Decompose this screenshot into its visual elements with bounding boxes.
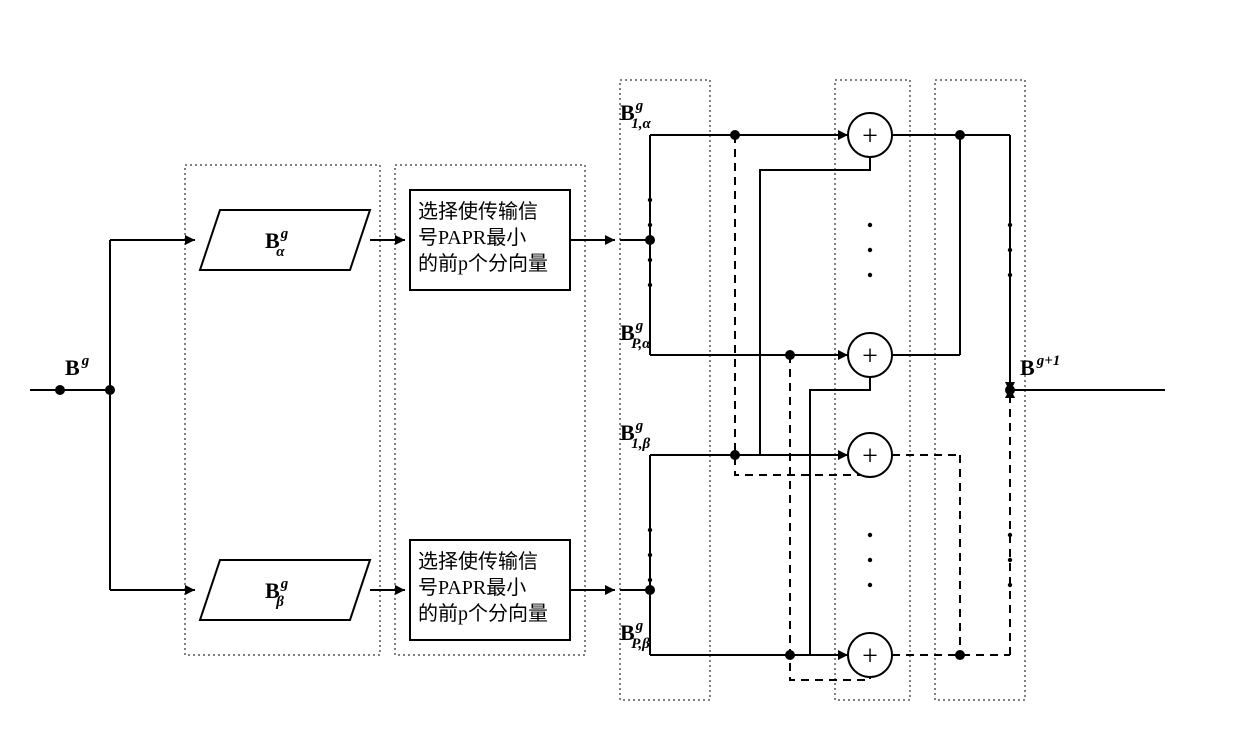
parallelogram-alpha-label: Bgα: [265, 226, 289, 260]
column4-group-box: [620, 80, 710, 700]
svg-text:+: +: [862, 641, 878, 672]
select-beta-line1: 选择使传输信: [418, 550, 538, 573]
label-b1beta: Bg1,β: [620, 418, 650, 452]
input-label: Bg: [65, 353, 90, 380]
select-beta-line3: 的前p个分向量: [418, 602, 548, 625]
adder-4: +: [848, 633, 892, 677]
svg-text:+: +: [862, 121, 878, 152]
label-bpbeta: BgP,β: [620, 618, 650, 652]
parallelogram-beta-label: Bgβ: [265, 576, 289, 610]
adder-3: +: [848, 433, 892, 477]
select-beta-line2: 号PAPR最小: [418, 576, 526, 599]
adder-2: +: [848, 333, 892, 377]
block-diagram: Bg Bgα Bgβ 选择使传输信 号PAPR最小 的前p个分向量 选择使传输信…: [0, 0, 1240, 734]
select-alpha-line3: 的前p个分向量: [418, 252, 548, 275]
adder-1: +: [848, 113, 892, 157]
label-bpalpha: BgP,α: [620, 318, 651, 352]
label-b1alpha: Bg1,α: [620, 98, 651, 132]
select-alpha-line1: 选择使传输信: [418, 200, 538, 223]
select-alpha-line2: 号PAPR最小: [418, 226, 526, 249]
svg-text:+: +: [862, 341, 878, 372]
output-label: Bg+1: [1020, 353, 1060, 380]
svg-text:+: +: [862, 441, 878, 472]
